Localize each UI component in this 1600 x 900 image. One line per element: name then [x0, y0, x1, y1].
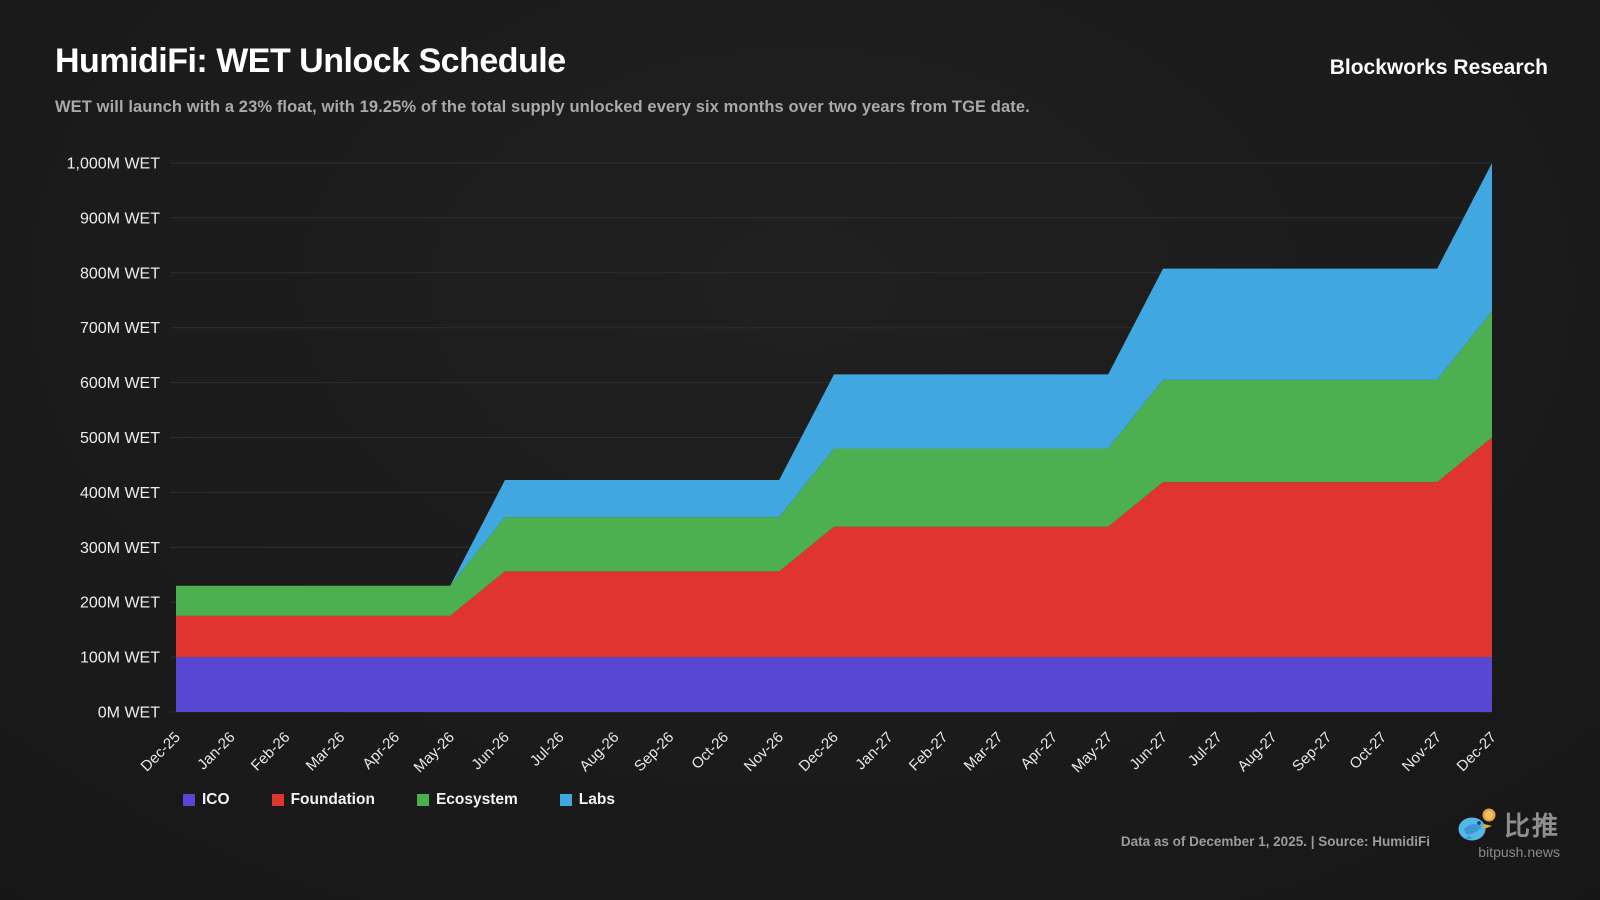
- legend-item-foundation: Foundation: [271, 791, 375, 809]
- svg-text:Feb-27: Feb-27: [906, 729, 952, 775]
- svg-text:Jan-27: Jan-27: [852, 729, 896, 773]
- svg-text:Dec-27: Dec-27: [1454, 729, 1500, 775]
- svg-text:700M WET: 700M WET: [80, 320, 160, 337]
- data-source-note: Data as of December 1, 2025. | Source: H…: [1120, 834, 1430, 849]
- svg-text:Jul-26: Jul-26: [527, 729, 568, 770]
- svg-text:Mar-26: Mar-26: [303, 729, 349, 775]
- svg-text:Apr-27: Apr-27: [1017, 729, 1061, 773]
- legend-swatch-labs: [559, 794, 572, 806]
- svg-text:Aug-26: Aug-26: [576, 729, 622, 775]
- legend-item-labs: Labs: [559, 791, 615, 809]
- svg-text:Feb-26: Feb-26: [248, 729, 294, 775]
- chart-legend: ICO Foundation Ecosystem Labs: [183, 791, 615, 809]
- bitpush-bird-icon: [1458, 808, 1496, 840]
- bitpush-watermark: 比推 bitpush.news: [1456, 806, 1560, 860]
- svg-text:800M WET: 800M WET: [80, 265, 160, 282]
- svg-text:300M WET: 300M WET: [80, 540, 160, 557]
- legend-label: Foundation: [290, 791, 375, 808]
- chart-subtitle: WET will launch with a 23% float, with 1…: [55, 98, 1030, 116]
- svg-text:Dec-26: Dec-26: [796, 729, 842, 775]
- svg-text:100M WET: 100M WET: [80, 650, 160, 667]
- legend-label: ICO: [202, 791, 230, 808]
- legend-swatch-ecosystem: [416, 794, 429, 806]
- legend-swatch-foundation: [271, 794, 284, 806]
- svg-text:400M WET: 400M WET: [80, 485, 160, 502]
- svg-text:500M WET: 500M WET: [80, 430, 160, 447]
- svg-text:Oct-26: Oct-26: [688, 729, 732, 773]
- svg-text:1,000M WET: 1,000M WET: [67, 156, 161, 173]
- svg-text:900M WET: 900M WET: [80, 210, 160, 227]
- legend-swatch-ico: [183, 794, 195, 806]
- legend-label: Labs: [578, 791, 615, 808]
- brand-logo: Blockworks Research: [1329, 56, 1548, 79]
- svg-text:Jul-27: Jul-27: [1185, 729, 1226, 770]
- svg-text:Mar-27: Mar-27: [961, 729, 1007, 775]
- svg-text:Jun-26: Jun-26: [468, 729, 512, 773]
- watermark-cn-text: 比推: [1503, 811, 1560, 841]
- svg-text:Jan-26: Jan-26: [194, 729, 238, 773]
- svg-text:Dec-25: Dec-25: [138, 729, 184, 775]
- svg-text:Sep-26: Sep-26: [631, 729, 677, 775]
- legend-item-ecosystem: Ecosystem: [416, 791, 518, 809]
- watermark-domain-text: bitpush.news: [1478, 844, 1560, 860]
- svg-text:0M WET: 0M WET: [98, 705, 160, 722]
- svg-text:May-26: May-26: [411, 729, 458, 776]
- svg-text:Oct-27: Oct-27: [1346, 729, 1390, 773]
- svg-text:May-27: May-27: [1069, 729, 1116, 776]
- legend-item-ico: ICO: [183, 791, 230, 809]
- svg-text:200M WET: 200M WET: [80, 595, 160, 612]
- svg-text:Sep-27: Sep-27: [1289, 729, 1335, 775]
- svg-text:Apr-26: Apr-26: [359, 729, 403, 773]
- svg-text:Nov-27: Nov-27: [1399, 729, 1445, 775]
- svg-text:Jun-27: Jun-27: [1126, 729, 1170, 773]
- svg-text:Nov-26: Nov-26: [741, 729, 787, 775]
- svg-text:600M WET: 600M WET: [80, 375, 160, 392]
- legend-label: Ecosystem: [435, 791, 518, 808]
- page-title: HumidiFi: WET Unlock Schedule: [55, 42, 566, 80]
- svg-text:Aug-27: Aug-27: [1234, 729, 1280, 775]
